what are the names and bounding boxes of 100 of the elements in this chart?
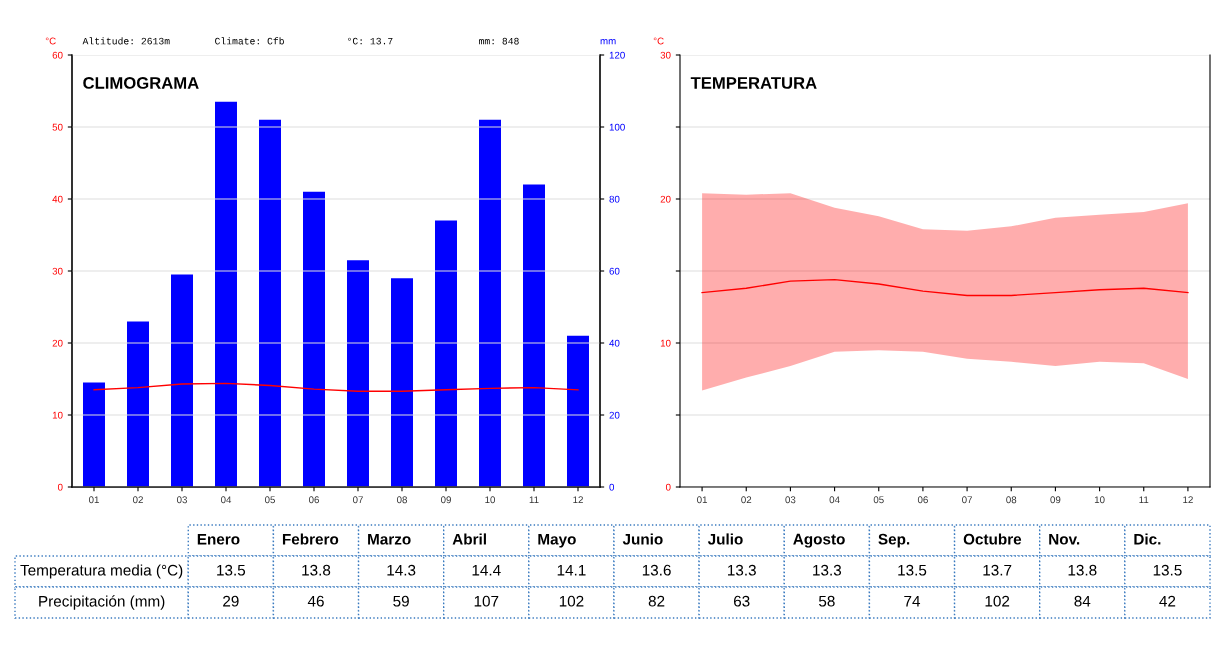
x-tick-label: 02 xyxy=(741,496,752,504)
category-label: Junio xyxy=(622,533,663,545)
data-label: 29 xyxy=(223,595,239,607)
x-tick-label: 01 xyxy=(88,496,99,504)
x-tick-label: 07 xyxy=(352,496,363,504)
y-tick-label: 60 xyxy=(52,51,63,59)
y2-tick-label: 20 xyxy=(609,411,620,419)
y2-tick-label: 120 xyxy=(609,51,625,59)
bar xyxy=(171,274,193,487)
y2-tick-label: 80 xyxy=(609,195,620,203)
x-tick-label: 06 xyxy=(917,496,928,504)
line-series xyxy=(701,278,1189,297)
x-tick-label: 12 xyxy=(573,496,583,504)
bar xyxy=(567,335,589,487)
data-label: 46 xyxy=(307,595,324,607)
category-label: Nov. xyxy=(1049,533,1080,545)
x-tick-label: 10 xyxy=(485,496,496,504)
data-label: 14.3 xyxy=(387,564,416,576)
y-tick-label: 30 xyxy=(52,267,63,275)
category-label: Julio xyxy=(707,533,743,545)
x-tick-label: 04 xyxy=(220,496,232,504)
bar xyxy=(259,119,281,487)
category-label: Agosto xyxy=(793,533,845,548)
data-label: 63 xyxy=(733,595,750,607)
data-label: 13.8 xyxy=(302,564,331,576)
text: CLIMOGRAMA xyxy=(83,77,199,89)
data-label: 102 xyxy=(559,595,584,607)
text: Climate: Cfb xyxy=(215,37,284,45)
category-label: Abril xyxy=(452,533,486,545)
data-label: 13.7 xyxy=(983,564,1012,576)
data-label: 13.8 xyxy=(1068,564,1097,576)
data-label: 102 xyxy=(985,595,1010,607)
bar xyxy=(127,321,149,487)
x-tick-label: 09 xyxy=(440,496,451,504)
data-label: 13.5 xyxy=(217,564,246,576)
text: Altitude: 2613m xyxy=(82,37,170,45)
category-label: Enero xyxy=(197,533,240,545)
y-tick-label: 30 xyxy=(660,51,671,59)
data-label: 84 xyxy=(1074,595,1091,607)
data-label: 74 xyxy=(904,595,921,607)
y2-tick-label: 100 xyxy=(609,123,625,131)
data-label: 13.6 xyxy=(642,564,671,576)
y-tick-label: 40 xyxy=(52,195,63,203)
data-label: 13.3 xyxy=(813,564,842,576)
x-tick-label: 02 xyxy=(132,496,143,504)
data-label: 13.5 xyxy=(1153,564,1182,576)
text: TEMPERATURA xyxy=(690,77,817,89)
y2-tick-label: 0 xyxy=(609,483,615,491)
text: °C: 13.7 xyxy=(348,37,393,45)
bar xyxy=(303,191,325,487)
text: mm: 848 xyxy=(479,37,519,45)
series-label: Temperatura media (°C) xyxy=(20,564,183,579)
x-tick-label: 08 xyxy=(1006,496,1017,504)
y-tick-label: 20 xyxy=(52,339,63,347)
x-tick-label: 10 xyxy=(1094,496,1105,504)
data-label: 42 xyxy=(1159,595,1176,607)
category-label: Octubre xyxy=(963,533,1022,545)
data-label: 107 xyxy=(474,595,499,607)
bar xyxy=(523,184,545,487)
x-tick-label: 09 xyxy=(1050,496,1061,504)
category-label: Sep. xyxy=(878,533,910,548)
x-tick-label: 07 xyxy=(962,496,972,504)
data-label: 14.4 xyxy=(472,564,501,576)
y2-axis-title: mm xyxy=(600,39,616,45)
y2-tick-label: 40 xyxy=(609,339,620,347)
y-tick-label: 20 xyxy=(660,195,671,203)
data-label: 13.5 xyxy=(898,564,927,576)
category-label: Mayo xyxy=(538,533,576,548)
data-label: 58 xyxy=(818,595,835,607)
y-tick-label: 0 xyxy=(665,483,671,491)
category-label: Marzo xyxy=(368,533,411,545)
bar xyxy=(215,101,237,487)
x-tick-label: 11 xyxy=(529,496,539,504)
x-tick-label: 11 xyxy=(1139,496,1149,504)
x-tick-label: 12 xyxy=(1183,496,1193,504)
x-tick-label: 05 xyxy=(873,496,884,504)
y-axis-title: °C xyxy=(45,37,56,45)
y-tick-label: 10 xyxy=(52,411,63,419)
bar xyxy=(83,382,105,487)
bar xyxy=(435,220,457,487)
x-tick-label: 03 xyxy=(785,496,796,504)
bar xyxy=(391,278,413,487)
bar xyxy=(347,260,369,487)
bar xyxy=(479,119,501,487)
category-label: Febrero xyxy=(282,533,339,545)
x-tick-label: 04 xyxy=(829,496,840,504)
y-axis-title: °C xyxy=(653,37,664,45)
y-tick-label: 0 xyxy=(57,483,63,491)
x-tick-label: 03 xyxy=(176,496,187,504)
x-tick-label: 05 xyxy=(264,496,275,504)
data-label: 13.3 xyxy=(728,564,756,576)
category-label: Dic. xyxy=(1134,533,1161,545)
y-tick-label: 50 xyxy=(52,123,63,131)
x-tick-label: 01 xyxy=(697,496,708,504)
data-label: 59 xyxy=(393,595,409,607)
series-label: Precipitación (mm) xyxy=(39,595,165,610)
line-series xyxy=(93,382,579,392)
y-tick-label: 10 xyxy=(660,339,671,347)
x-tick-label: 06 xyxy=(308,496,319,504)
data-label: 14.1 xyxy=(557,564,586,576)
